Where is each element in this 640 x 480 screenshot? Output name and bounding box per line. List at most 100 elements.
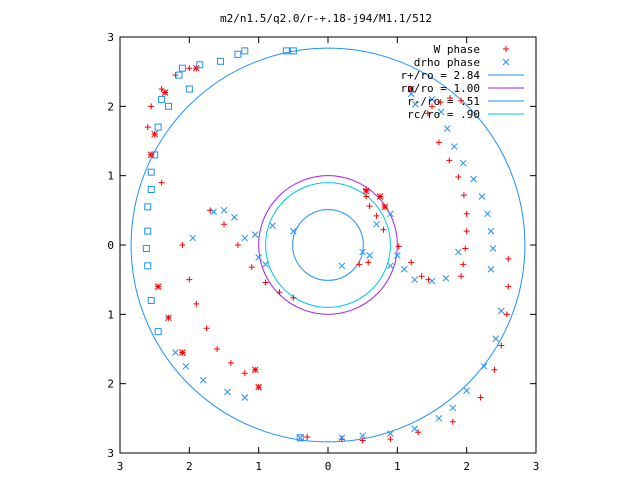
point: [289, 47, 297, 55]
point: [487, 265, 495, 273]
point: [189, 234, 197, 242]
point: [217, 57, 225, 65]
point: [393, 252, 401, 259]
point: [186, 65, 193, 72]
point: [407, 90, 415, 98]
y-tick-label: 1: [107, 308, 114, 321]
point: [214, 346, 221, 352]
point: [220, 206, 228, 214]
legend-marker-sample: [503, 46, 509, 52]
point: [144, 262, 152, 270]
point: [446, 157, 453, 164]
y-tick-label: 0: [107, 239, 114, 252]
point: [463, 228, 470, 235]
point: [480, 362, 488, 370]
legend-marker-sample: [502, 58, 510, 66]
point: [289, 227, 297, 235]
point: [338, 434, 346, 442]
point: [463, 210, 470, 217]
point: [395, 243, 402, 250]
point: [366, 203, 373, 210]
x-tick-label: 1: [255, 460, 262, 473]
point: [463, 387, 471, 394]
point: [442, 274, 450, 282]
point: [366, 252, 373, 259]
x-tick-label: 3: [533, 460, 540, 473]
point: [447, 95, 454, 102]
y-tick-label: 1: [107, 170, 114, 183]
point: [411, 425, 419, 433]
point: [185, 85, 193, 93]
series-1: [144, 65, 512, 444]
point: [505, 255, 512, 262]
point: [503, 311, 510, 318]
legend-label: rc/ro = .90: [407, 108, 480, 121]
point: [356, 261, 363, 268]
point: [158, 179, 165, 186]
series-4: [142, 47, 304, 442]
point: [262, 261, 269, 268]
point: [418, 273, 425, 280]
data-points: [142, 47, 512, 444]
point: [408, 259, 415, 266]
point: [227, 359, 234, 366]
point: [373, 212, 380, 219]
point: [179, 242, 186, 248]
point: [454, 248, 462, 256]
reference-circles: [130, 47, 526, 443]
point: [221, 221, 227, 228]
series-2: [172, 90, 505, 442]
point: [158, 95, 166, 103]
point: [251, 366, 259, 374]
point: [450, 143, 458, 150]
point: [415, 429, 422, 436]
point: [449, 418, 456, 425]
point: [462, 245, 469, 252]
y-tick-label: 2: [107, 378, 114, 391]
point: [489, 245, 497, 252]
point: [505, 283, 512, 290]
point: [179, 349, 186, 356]
point: [443, 125, 451, 132]
x-tick-label: 2: [186, 460, 193, 473]
point: [359, 437, 366, 444]
point: [455, 174, 462, 181]
point: [251, 231, 259, 238]
point: [186, 276, 193, 283]
point: [381, 203, 389, 211]
point: [296, 434, 304, 442]
point: [175, 71, 183, 79]
point: [429, 103, 435, 110]
x-tick-label: 1: [394, 460, 401, 473]
point: [362, 187, 370, 195]
point: [387, 262, 394, 270]
point: [437, 99, 444, 106]
point: [400, 265, 408, 273]
point: [203, 325, 210, 332]
point: [458, 273, 465, 280]
point: [147, 186, 155, 194]
point: [161, 89, 169, 96]
point: [158, 86, 165, 92]
point: [487, 227, 495, 235]
point: [491, 366, 498, 373]
point: [459, 159, 467, 167]
point: [234, 50, 242, 58]
point: [435, 139, 442, 146]
point: [262, 279, 269, 286]
point: [412, 100, 419, 108]
point: [193, 300, 200, 307]
point: [460, 261, 467, 268]
point: [199, 376, 207, 384]
point: [470, 175, 477, 183]
point: [282, 47, 290, 55]
point: [151, 130, 159, 138]
point: [241, 370, 248, 377]
point: [373, 220, 380, 228]
point: [178, 64, 186, 72]
point: [210, 208, 217, 216]
circle-4: [265, 182, 391, 308]
point: [437, 108, 445, 116]
